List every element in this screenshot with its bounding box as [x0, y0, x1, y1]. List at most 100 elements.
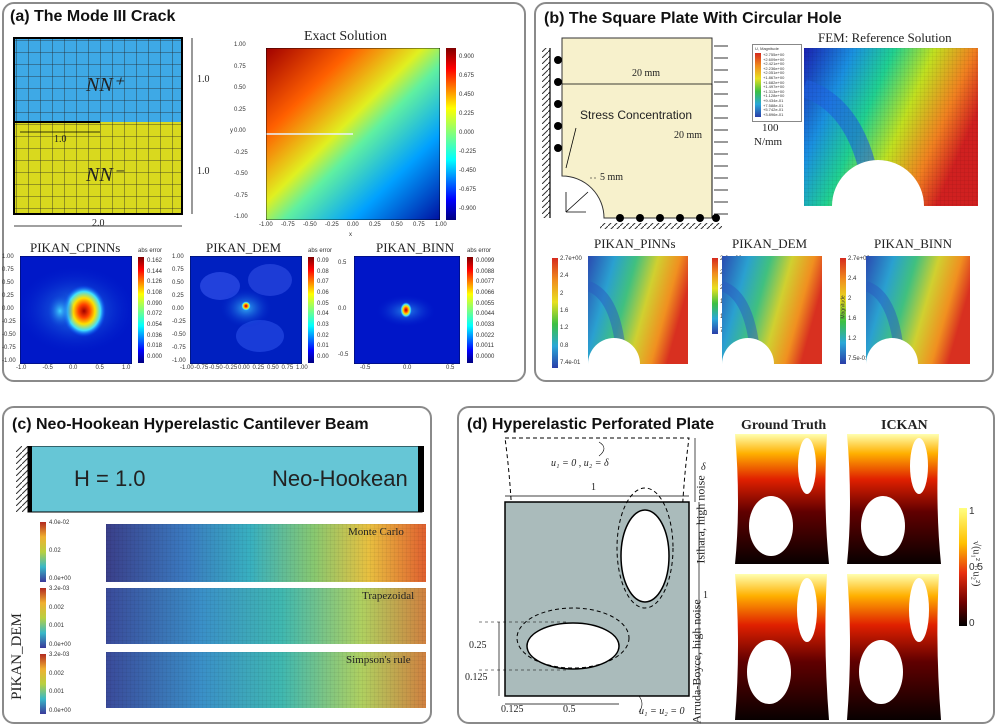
- domain-sketch: [13, 37, 193, 227]
- err1-ytick: 1.00: [2, 254, 14, 260]
- bottom-bc: u₁ = u₂ = 0: [639, 706, 685, 717]
- roller-supports-bottom: [616, 214, 720, 222]
- top-bc: u₁ = 0 , u₂ = δ: [551, 458, 609, 469]
- err2-cbar-tick: 0.08: [317, 268, 329, 275]
- c-cbar1-tick: 0.0e+00: [49, 576, 71, 582]
- err2-cbar-tick: 0.03: [317, 322, 329, 328]
- err2-ytick: 1.00: [172, 254, 184, 260]
- err2-label: abs error: [308, 248, 333, 254]
- err1-cbar-tick: 0.126: [147, 279, 163, 286]
- err1-cbar-tick: 0.144: [147, 268, 163, 275]
- b-cbar1-tick: 0.8: [560, 342, 569, 349]
- exact-xlabel: x: [349, 232, 352, 238]
- b-cbar1-ticks: 2.7e+00 2.4 2 1.6 1.2 0.8 7.4e-01: [560, 256, 586, 368]
- err1-cbar: [138, 257, 144, 363]
- panel-a-title: (a) The Mode III Crack: [10, 8, 176, 25]
- err2-xtick: -0.75: [194, 365, 209, 371]
- roller-supports-left: [554, 56, 562, 152]
- b-cbar1-tick: 2.4: [560, 273, 569, 280]
- load-value: 100: [762, 122, 779, 134]
- ickan-bottom-map: [847, 574, 941, 720]
- perforated-sketch: [479, 437, 700, 713]
- legend-value: +2.755e+00: [763, 52, 785, 57]
- err1-ytick: -0.25: [2, 319, 16, 325]
- b-cbar3-ticks: 2.7e+00 2.4 2 1.6 1.2 7.5e-01: [848, 256, 874, 364]
- b-cbar2: [712, 258, 718, 334]
- err3-yticks: 0.5 0.0 -0.5: [338, 260, 354, 360]
- nn-plus-label: NN⁺: [86, 74, 124, 96]
- mesh-grid: [14, 38, 182, 214]
- hole-vertical: [620, 509, 670, 603]
- err3-xtick: 0.5: [446, 365, 455, 371]
- b-cbar3-tick: 2.4: [848, 276, 857, 282]
- exact-cbar-tick: 0.450: [459, 92, 475, 98]
- err2-xtick: 0.50: [267, 365, 279, 371]
- plate-sketch: [542, 37, 728, 229]
- d-cbar-tick-0: 0: [969, 618, 975, 629]
- err1-xtick: 1.0: [122, 365, 131, 371]
- err3-cbar: [467, 257, 473, 363]
- hole-horizontal: [526, 622, 620, 670]
- b-cbar3-tick: 1.6: [848, 316, 857, 322]
- dim-h1: 1.0: [197, 74, 210, 85]
- beam-h-label: H = 1.0: [74, 466, 146, 491]
- err2-map: [190, 256, 302, 364]
- err2-xtick: 0.25: [252, 365, 265, 371]
- exact-xtick: -0.50: [303, 222, 317, 228]
- err2-xtick: 0.00: [238, 365, 250, 371]
- ickan-top-map: [847, 434, 941, 564]
- err1-xtick: 0.5: [95, 365, 104, 371]
- b-cbar3-tick: 2.7e+00: [848, 256, 870, 262]
- c-cbar2-ticks: 3.2e-03 0.002 0.001 0.0e+00: [49, 586, 89, 650]
- legend-value: +9.434e-01: [763, 98, 784, 103]
- c-map3: [106, 652, 426, 708]
- err1-ytick: -1.00: [2, 358, 16, 364]
- err2-xtick: -1.00: [180, 365, 194, 371]
- exact-xtick: 1.00: [435, 222, 447, 228]
- exact-xtick: 0.00: [347, 222, 359, 228]
- dim-0125-v: 0.125: [465, 672, 488, 683]
- err3-cbar-tick: 0.0000: [476, 354, 495, 360]
- col-title-gt: Ground Truth: [741, 418, 827, 433]
- dim-025: 0.25: [469, 640, 487, 651]
- c-row1-name: Monte Carlo: [348, 526, 404, 538]
- err1-cbar-tick: 0.108: [147, 290, 163, 296]
- dim-w: 2.0: [92, 218, 105, 229]
- c-row2-name: Trapezoidal: [362, 590, 415, 602]
- exact-cbar-tick: 0.225: [459, 111, 475, 117]
- err3-ytick: 0.0: [338, 306, 347, 312]
- err1-ytick: 0.00: [2, 306, 14, 312]
- b-cbar3: [840, 258, 846, 364]
- b-sub3-title: PIKAN_BINN: [874, 236, 952, 251]
- err2-ytick: -1.00: [172, 358, 186, 364]
- err2-ytick: -0.25: [172, 319, 186, 325]
- err3-ytick: 0.5: [338, 260, 347, 266]
- err2-ytick: 0.00: [172, 306, 184, 312]
- fem-legend: U, Magnitude +2.755e+00 +2.609e+00 +2.421e…: [752, 44, 802, 122]
- b-sub2-title: PIKAN_DEM: [732, 236, 808, 251]
- stress-label: Stress Concentration: [580, 108, 693, 122]
- b-cbar-axis-label: Magnitude: [840, 295, 847, 319]
- err2-xtick: 0.75: [281, 365, 294, 371]
- load-unit: N/mm: [754, 136, 783, 148]
- panel-b-title: (b) The Square Plate With Circular Hole: [544, 10, 842, 27]
- legend-value: +2.051e+00: [763, 70, 785, 76]
- err2-ytick: -0.75: [172, 345, 186, 351]
- err1-map: [20, 256, 132, 364]
- panel-b: (b) The Square Plate With Circular Hole: [534, 2, 994, 382]
- panel-d-title: (d) Hyperelastic Perforated Plate: [467, 416, 715, 433]
- exact-cbar-tick: -0.225: [459, 149, 477, 155]
- gt-top-map: [735, 434, 829, 564]
- err2-xticks: -1.00 -0.75 -0.50 -0.25 0.00 0.25 0.50 0.75 1.00: [180, 365, 310, 373]
- exact-xtick: 0.25: [369, 222, 381, 228]
- exact-ytick: -0.75: [234, 192, 248, 199]
- err1-cbar-tick: 0.162: [147, 258, 163, 264]
- legend-value: +7.588e-01: [763, 102, 784, 108]
- exact-cbar-tick: 0.675: [459, 73, 475, 79]
- legend-value: +3.896e-01: [763, 111, 784, 117]
- dim-05: 0.5: [563, 704, 576, 715]
- beam-sketch: [16, 446, 424, 513]
- err1-cbar-tick: 0.090: [147, 300, 163, 307]
- panel-c-title: (c) Neo-Hookean Hyperelastic Cantilever …: [12, 416, 369, 433]
- row-label-2: Arruda-Boyce, high noise: [689, 599, 704, 724]
